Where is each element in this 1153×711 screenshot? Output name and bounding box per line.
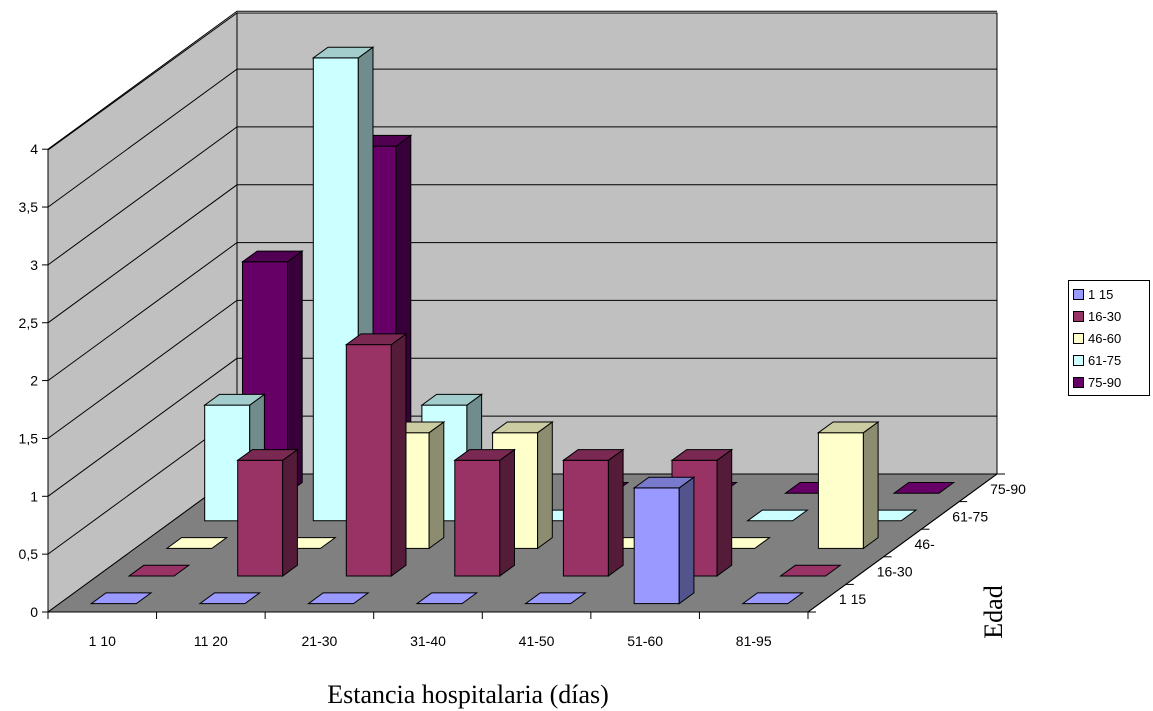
legend-swatch: [1073, 310, 1084, 322]
legend-swatch: [1073, 332, 1084, 344]
x-tick-label: 11 20: [194, 633, 228, 649]
x-tick-label: 41-50: [519, 633, 555, 649]
legend-item: 1 15: [1073, 283, 1145, 305]
legend-label: 75-90: [1088, 374, 1122, 390]
y-tick-label: 3: [30, 257, 38, 273]
legend-swatch: [1073, 376, 1084, 388]
x-axis-title: Estancia hospitalaria (días): [327, 680, 609, 709]
y-tick-label: 0: [30, 604, 38, 620]
y-tick-label: 2,5: [19, 315, 39, 331]
depth-tick-label: 16-30: [877, 564, 913, 580]
x-axis: 1 10 11 20 21-30 31-40 41-50 51-60 81-95: [47, 612, 809, 649]
legend-swatch: [1073, 354, 1084, 366]
bar-16-30-5: [561, 448, 625, 577]
legend-label: 61-75: [1088, 352, 1122, 368]
bar-46-60-1: [165, 537, 229, 549]
legend-label: 46-60: [1088, 330, 1122, 346]
bar-75-90-7: [892, 482, 956, 494]
bar-61-75-6: [746, 509, 809, 522]
bar-1-15-4: [415, 592, 479, 605]
y-axis: 0 0,5 1 1,5 2 2,5 3 3,5 4: [19, 141, 48, 620]
legend-item: 61-75: [1073, 349, 1145, 371]
gridlines: [47, 10, 997, 555]
depth-tick-label: 61-75: [952, 508, 988, 524]
depth-tick-label: 75-90: [990, 481, 1026, 497]
bar-1-15-2: [198, 592, 262, 605]
bar-16-30-4: [453, 448, 517, 577]
legend: 1 15 16-30 46-60 61-75 75-90: [1068, 280, 1150, 396]
depth-tick-label: 46-: [915, 536, 936, 552]
depth-axis-line: [807, 473, 998, 613]
y-tick-label: 4: [30, 141, 38, 157]
x-tick-label: 31-40: [410, 633, 446, 649]
depth-tick-label: 1 15: [839, 591, 866, 607]
bar-46-60-7: [816, 421, 880, 550]
bar-1-15-6: [632, 476, 696, 605]
bar-1-15-3: [306, 592, 370, 605]
legend-item: 46-60: [1073, 327, 1145, 349]
bar-1-15-7: [741, 592, 805, 605]
legend-item: 75-90: [1073, 371, 1145, 393]
bar-16-30-1: [127, 564, 191, 577]
y-tick-label: 1,5: [19, 430, 39, 446]
depth-axis-title: Edad: [979, 585, 1008, 638]
legend-label: 16-30: [1088, 308, 1122, 324]
legend-item: 16-30: [1073, 305, 1145, 327]
x-tick-label: 81-95: [736, 633, 772, 649]
y-tick-label: 3,5: [19, 199, 39, 215]
bar-1-15-5: [524, 592, 587, 605]
bar-16-30-2: [236, 448, 299, 577]
y-tick-label: 1: [30, 488, 38, 504]
bars: [89, 46, 956, 605]
y-tick-label: 0,5: [19, 546, 39, 562]
x-tick-label: 1 10: [89, 633, 116, 649]
legend-swatch: [1073, 288, 1084, 300]
x-tick-label: 51-60: [627, 633, 663, 649]
bar-16-30-7: [779, 564, 842, 577]
y-tick-label: 2: [30, 373, 38, 389]
legend-label: 1 15: [1088, 286, 1114, 302]
bar-16-30-3: [344, 332, 408, 577]
x-tick-label: 21-30: [302, 633, 338, 649]
bar-75-90-1: [240, 250, 304, 495]
bar-1-15-1: [89, 592, 153, 605]
